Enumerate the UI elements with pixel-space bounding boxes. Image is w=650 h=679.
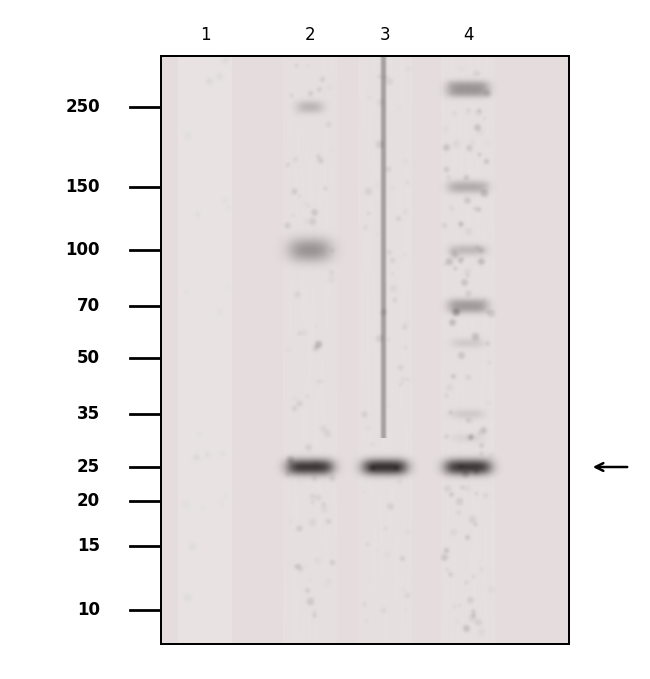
Text: 35: 35 [77, 405, 100, 423]
Text: 2: 2 [305, 26, 315, 44]
Text: 70: 70 [77, 297, 100, 315]
Text: 4: 4 [463, 26, 473, 44]
Text: 100: 100 [66, 241, 100, 259]
Text: 150: 150 [66, 178, 100, 196]
Text: 25: 25 [77, 458, 100, 476]
Text: 1: 1 [200, 26, 211, 44]
Text: 250: 250 [66, 98, 100, 116]
Text: 50: 50 [77, 349, 100, 367]
Text: 15: 15 [77, 537, 100, 555]
Text: 10: 10 [77, 601, 100, 619]
Text: 20: 20 [77, 492, 100, 510]
Text: 3: 3 [380, 26, 390, 44]
